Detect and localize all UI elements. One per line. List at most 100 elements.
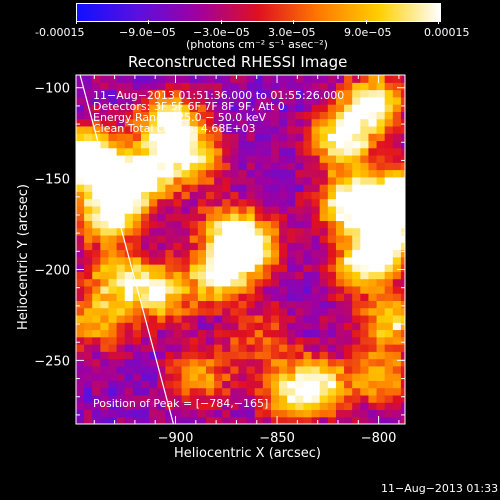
heatmap-cell xyxy=(92,300,101,309)
heatmap-cell xyxy=(376,271,386,280)
heatmap-cell xyxy=(279,75,288,83)
heatmap-cell xyxy=(238,402,248,411)
heatmap-cell xyxy=(368,307,378,316)
heatmap-cell xyxy=(108,373,118,381)
heatmap-cell xyxy=(352,264,361,272)
heatmap-cell xyxy=(287,169,296,178)
heatmap-cell xyxy=(205,249,215,258)
heatmap-cell xyxy=(400,300,405,309)
heatmap-cell xyxy=(92,227,101,236)
y-tick-label: −200 xyxy=(34,263,70,278)
heatmap-cell xyxy=(279,314,288,323)
heatmap-cell xyxy=(279,293,288,301)
heatmap-cell xyxy=(157,89,166,98)
heatmap-cell xyxy=(205,387,215,396)
heatmap-cell xyxy=(116,373,126,381)
heatmap-cell xyxy=(376,402,386,411)
heatmap-cell xyxy=(352,234,361,243)
heatmap-cell xyxy=(335,133,345,142)
heatmap-cell xyxy=(254,358,264,367)
heatmap-cell xyxy=(287,278,296,287)
heatmap-cell xyxy=(222,162,231,171)
heatmap-cell xyxy=(360,147,370,156)
heatmap-cell xyxy=(303,96,313,105)
heatmap-cell xyxy=(344,307,353,316)
heatmap-cell xyxy=(165,147,175,156)
heatmap-cell xyxy=(84,162,93,171)
heatmap-cell xyxy=(149,118,158,127)
heatmap-cell xyxy=(303,140,313,149)
heatmap-cell xyxy=(262,285,272,294)
heatmap-cell xyxy=(352,387,361,396)
heatmap-cell xyxy=(246,75,256,83)
heatmap-cell xyxy=(100,344,110,352)
heatmap-cell xyxy=(108,264,118,272)
heatmap-cell xyxy=(238,358,248,367)
heatmap-cell xyxy=(149,394,158,403)
heatmap-cell xyxy=(287,213,296,222)
heatmap-cell xyxy=(392,169,402,178)
heatmap-cell xyxy=(230,89,240,98)
heatmap-cell xyxy=(116,89,126,98)
heatmap-cell xyxy=(295,402,305,411)
heatmap-cell xyxy=(222,89,231,98)
heatmap-cell xyxy=(84,234,93,243)
heatmap-cell xyxy=(246,264,256,272)
heatmap-cell xyxy=(303,184,313,192)
heatmap-cell xyxy=(360,409,370,418)
heatmap-cell xyxy=(76,314,85,323)
heatmap-cell xyxy=(311,264,321,272)
heatmap-cell xyxy=(230,336,240,345)
heatmap-cell xyxy=(311,75,321,83)
heatmap-cell xyxy=(311,278,321,287)
heatmap-cell xyxy=(189,125,199,134)
heatmap-cell xyxy=(279,140,288,149)
heatmap-cell xyxy=(246,387,256,396)
heatmap-cell xyxy=(238,82,248,91)
heatmap-cell xyxy=(360,322,370,331)
heatmap-cell xyxy=(392,329,402,338)
heatmap-cell xyxy=(270,227,280,236)
heatmap-cell xyxy=(165,358,175,367)
heatmap-cell xyxy=(149,271,158,280)
heatmap-cell xyxy=(116,271,126,280)
heatmap-cell xyxy=(368,82,378,91)
heatmap-cell xyxy=(92,198,101,207)
heatmap-cell xyxy=(197,300,207,309)
heatmap-cell xyxy=(76,140,85,149)
y-tick-label: −250 xyxy=(34,354,70,369)
heatmap-cell xyxy=(254,125,264,134)
heatmap-cell xyxy=(214,75,223,83)
heatmap-cell xyxy=(149,104,158,112)
heatmap-cell xyxy=(132,154,142,163)
heatmap-cell xyxy=(270,249,280,258)
heatmap-cell xyxy=(295,394,305,403)
heatmap-cell xyxy=(344,162,353,171)
heatmap-cell xyxy=(335,307,345,316)
heatmap-cell xyxy=(116,184,126,192)
heatmap-cell xyxy=(189,307,199,316)
heatmap-cell xyxy=(327,264,337,272)
heatmap-cell xyxy=(400,322,405,331)
x-tick-label: −850 xyxy=(259,431,295,446)
heatmap-cell xyxy=(92,96,101,105)
heatmap-cell xyxy=(165,249,175,258)
heatmap-cell xyxy=(197,344,207,352)
heatmap-cell xyxy=(140,329,150,338)
heatmap-cell xyxy=(222,96,231,105)
heatmap-cell xyxy=(287,89,296,98)
heatmap-cell xyxy=(311,358,321,367)
heatmap-cell xyxy=(230,176,240,185)
heatmap-cell xyxy=(205,234,215,243)
heatmap-cell xyxy=(392,191,402,200)
heatmap-cell xyxy=(400,256,405,265)
heatmap-cell xyxy=(400,75,405,83)
heatmap-cell xyxy=(246,118,256,127)
heatmap-cell xyxy=(197,176,207,185)
heatmap-cell xyxy=(173,213,183,222)
heatmap-cell xyxy=(92,169,101,178)
heatmap-cell xyxy=(352,140,361,149)
heatmap-cell xyxy=(287,242,296,251)
heatmap-cell xyxy=(270,205,280,214)
heatmap-cell xyxy=(197,213,207,222)
